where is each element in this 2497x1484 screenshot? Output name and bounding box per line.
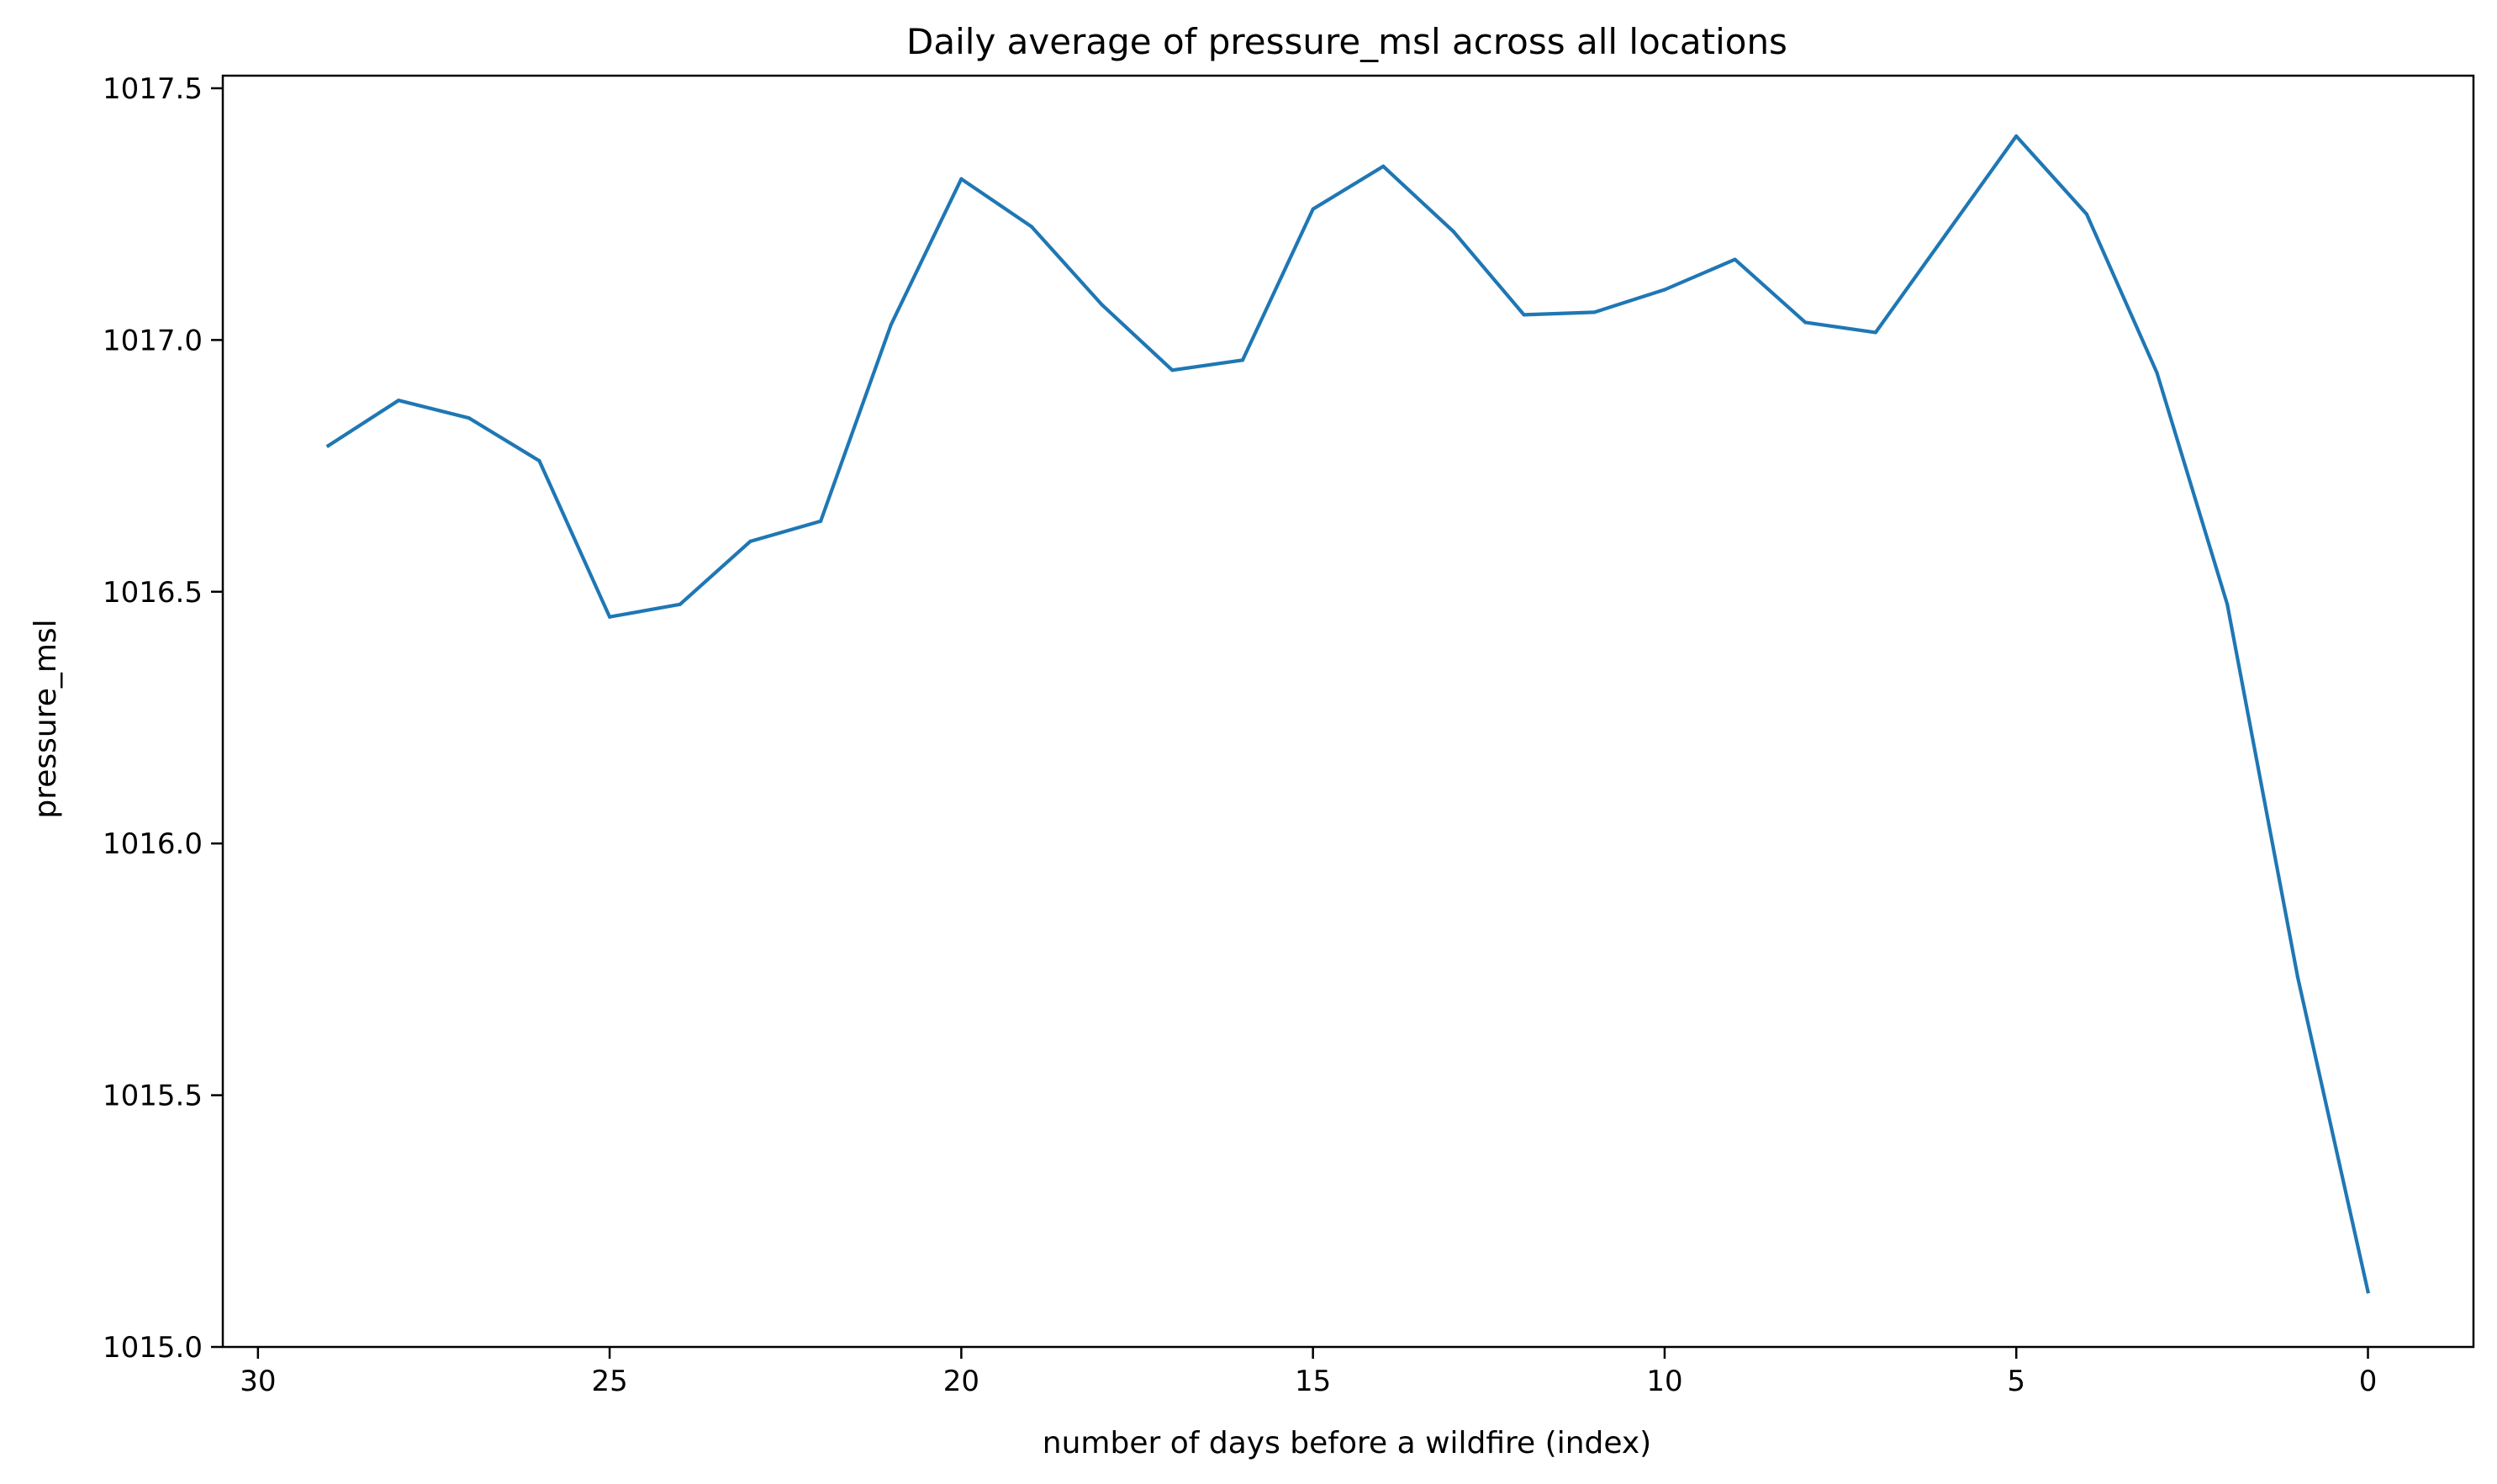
data-point: [959, 177, 963, 181]
series-line: [325, 134, 2371, 1294]
x-tick-label: 15: [1295, 1365, 1331, 1398]
y-tick-label: 1015.0: [103, 1331, 203, 1365]
data-point: [1100, 303, 1104, 307]
data-point: [748, 539, 752, 544]
y-tick-label: 1016.5: [103, 576, 203, 610]
y-axis-ticks: 1015.0 1015.5 1016.0 1016.5 1017.0 1017.5: [103, 72, 223, 1365]
series-layer: [325, 134, 2371, 1294]
data-point: [2295, 974, 2299, 979]
data-point: [1592, 310, 1597, 314]
data-point: [818, 519, 823, 524]
data-point: [2366, 1290, 2370, 1294]
data-point: [1029, 224, 1034, 229]
data-point: [1311, 207, 1315, 211]
x-tick-label: 20: [943, 1365, 979, 1398]
x-tick-label: 10: [1646, 1365, 1682, 1398]
data-point: [467, 416, 471, 420]
data-point: [1522, 313, 1526, 317]
data-point: [1662, 288, 1667, 292]
y-tick-label: 1015.5: [103, 1080, 203, 1113]
data-point: [1803, 320, 1808, 325]
data-point: [1451, 230, 1456, 234]
data-point: [2225, 602, 2230, 606]
data-point: [1240, 358, 1245, 362]
data-point: [2014, 134, 2019, 138]
data-point: [1944, 232, 1948, 236]
data-point: [2084, 212, 2088, 216]
plot-frame: [221, 74, 2475, 1349]
x-axis-label: number of days before a wildfire (index): [1043, 1426, 1651, 1460]
x-tick-label: 25: [591, 1365, 627, 1398]
y-axis-label: pressure_msl: [29, 619, 63, 818]
data-point: [2155, 371, 2159, 375]
data-point: [889, 323, 893, 327]
x-tick-label: 0: [2359, 1365, 2378, 1398]
plot-area: [221, 74, 2475, 1349]
data-point: [608, 615, 612, 619]
data-point: [1873, 330, 1878, 335]
data-point: [678, 602, 682, 606]
y-tick-label: 1017.0: [103, 324, 203, 357]
data-point: [537, 458, 541, 463]
data-point: [326, 444, 330, 448]
data-point: [1170, 368, 1175, 372]
data-point: [1733, 257, 1737, 261]
x-axis-ticks: 30 25 20 15 10 5 0: [240, 1347, 2377, 1398]
x-tick-label: 5: [2007, 1365, 2025, 1398]
chart-title: Daily average of pressure_msl across all…: [906, 21, 1787, 62]
y-tick-label: 1017.5: [103, 72, 203, 106]
y-tick-label: 1016.0: [103, 827, 203, 861]
data-point: [1381, 164, 1386, 168]
data-point: [397, 399, 401, 403]
x-tick-label: 30: [240, 1365, 276, 1398]
